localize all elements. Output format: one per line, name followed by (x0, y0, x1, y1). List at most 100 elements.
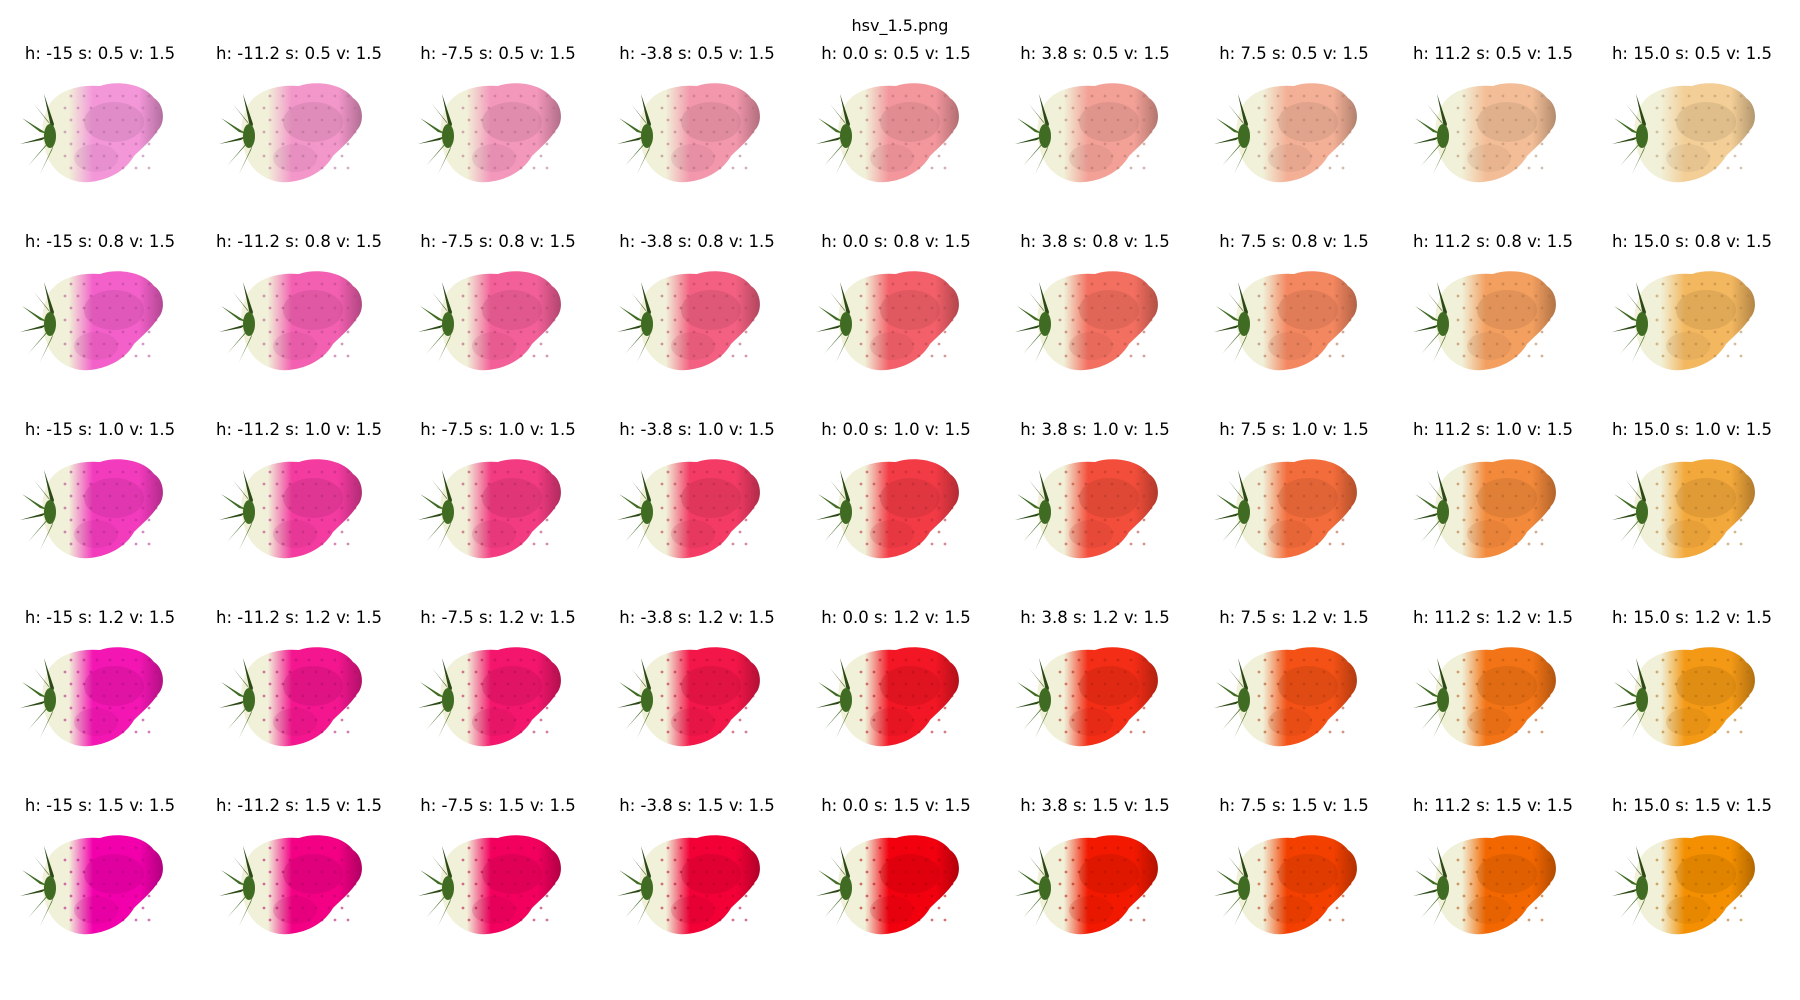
strawberry-image (219, 459, 362, 559)
strawberry-image (1413, 83, 1556, 183)
cell-label: h: -15 s: 1.5 v: 1.5 (24, 796, 176, 815)
hsv-variant-cell: h: -3.8 s: 1.0 v: 1.5 (597, 420, 797, 608)
strawberry-image (1612, 459, 1755, 559)
hsv-variant-cell: h: 0.0 s: 0.5 v: 1.5 (796, 44, 996, 232)
strawberry-image (1612, 271, 1755, 371)
cell-label: h: -15 s: 0.5 v: 1.5 (24, 44, 176, 63)
hsv-variant-cell: h: 15.0 s: 1.0 v: 1.5 (1592, 420, 1792, 608)
hsv-variant-cell: h: 15.0 s: 0.5 v: 1.5 (1592, 44, 1792, 232)
cell-label: h: 11.2 s: 0.5 v: 1.5 (1412, 44, 1574, 63)
hsv-variant-cell: h: -11.2 s: 1.2 v: 1.5 (199, 608, 399, 796)
strawberry-image (617, 271, 760, 371)
hsv-variant-cell: h: 3.8 s: 1.5 v: 1.5 (995, 796, 1195, 984)
cell-label: h: -7.5 s: 1.0 v: 1.5 (420, 420, 576, 439)
cell-label: h: 3.8 s: 0.5 v: 1.5 (1020, 44, 1170, 63)
strawberry-image (816, 83, 959, 183)
strawberry-image (1612, 647, 1755, 747)
strawberry-image (219, 835, 362, 935)
hsv-variant-cell: h: 3.8 s: 1.2 v: 1.5 (995, 608, 1195, 796)
strawberry-image (1413, 647, 1556, 747)
hsv-variant-cell: h: 15.0 s: 1.2 v: 1.5 (1592, 608, 1792, 796)
hsv-variant-cell: h: 3.8 s: 0.5 v: 1.5 (995, 44, 1195, 232)
strawberry-image (20, 647, 163, 747)
strawberry-image (418, 271, 561, 371)
cell-label: h: -15 s: 1.0 v: 1.5 (24, 420, 176, 439)
cell-label: h: -3.8 s: 0.5 v: 1.5 (619, 44, 775, 63)
cell-label: h: 7.5 s: 1.0 v: 1.5 (1219, 420, 1369, 439)
strawberry-image (418, 647, 561, 747)
hsv-variant-cell: h: 15.0 s: 1.5 v: 1.5 (1592, 796, 1792, 984)
cell-label: h: 15.0 s: 1.5 v: 1.5 (1611, 796, 1773, 815)
strawberry-image (418, 835, 561, 935)
strawberry-image (418, 83, 561, 183)
hsv-variant-cell: h: 7.5 s: 1.0 v: 1.5 (1194, 420, 1394, 608)
strawberry-image (1015, 647, 1158, 747)
strawberry-image (20, 459, 163, 559)
cell-label: h: -7.5 s: 1.5 v: 1.5 (420, 796, 576, 815)
cell-label: h: 0.0 s: 0.5 v: 1.5 (821, 44, 971, 63)
hsv-variant-cell: h: 15.0 s: 0.8 v: 1.5 (1592, 232, 1792, 420)
cell-label: h: -11.2 s: 1.5 v: 1.5 (216, 796, 382, 815)
cell-label: h: -15 s: 0.8 v: 1.5 (24, 232, 176, 251)
hsv-variant-cell: h: -11.2 s: 0.5 v: 1.5 (199, 44, 399, 232)
hsv-variant-cell: h: -7.5 s: 0.8 v: 1.5 (398, 232, 598, 420)
strawberry-image (816, 459, 959, 559)
cell-label: h: -11.2 s: 0.8 v: 1.5 (216, 232, 382, 251)
cell-label: h: -11.2 s: 1.2 v: 1.5 (216, 608, 382, 627)
cell-label: h: -15 s: 1.2 v: 1.5 (24, 608, 176, 627)
hsv-variant-cell: h: -7.5 s: 1.5 v: 1.5 (398, 796, 598, 984)
hsv-variant-cell: h: -15 s: 1.5 v: 1.5 (0, 796, 200, 984)
hsv-variant-cell: h: -15 s: 0.5 v: 1.5 (0, 44, 200, 232)
strawberry-image (617, 647, 760, 747)
cell-label: h: -3.8 s: 0.8 v: 1.5 (619, 232, 775, 251)
cell-label: h: 7.5 s: 0.5 v: 1.5 (1219, 44, 1369, 63)
hsv-variant-cell: h: -11.2 s: 0.8 v: 1.5 (199, 232, 399, 420)
hsv-variant-cell: h: -3.8 s: 0.5 v: 1.5 (597, 44, 797, 232)
cell-label: h: -7.5 s: 0.5 v: 1.5 (420, 44, 576, 63)
cell-label: h: 15.0 s: 0.5 v: 1.5 (1611, 44, 1773, 63)
cell-label: h: 0.0 s: 1.0 v: 1.5 (821, 420, 971, 439)
hsv-variant-cell: h: 0.0 s: 1.5 v: 1.5 (796, 796, 996, 984)
strawberry-image (617, 83, 760, 183)
strawberry-image (1015, 271, 1158, 371)
cell-label: h: 3.8 s: 0.8 v: 1.5 (1020, 232, 1170, 251)
cell-label: h: 15.0 s: 0.8 v: 1.5 (1611, 232, 1773, 251)
hsv-variant-cell: h: -11.2 s: 1.0 v: 1.5 (199, 420, 399, 608)
strawberry-image (219, 647, 362, 747)
strawberry-image (617, 835, 760, 935)
strawberry-image (1214, 83, 1357, 183)
cell-label: h: 3.8 s: 1.0 v: 1.5 (1020, 420, 1170, 439)
strawberry-image (1015, 835, 1158, 935)
hsv-variant-cell: h: 7.5 s: 0.8 v: 1.5 (1194, 232, 1394, 420)
cell-label: h: 11.2 s: 1.5 v: 1.5 (1412, 796, 1574, 815)
hsv-variant-cell: h: 7.5 s: 1.2 v: 1.5 (1194, 608, 1394, 796)
hsv-variant-cell: h: -3.8 s: 1.2 v: 1.5 (597, 608, 797, 796)
cell-label: h: 15.0 s: 1.2 v: 1.5 (1611, 608, 1773, 627)
cell-label: h: 15.0 s: 1.0 v: 1.5 (1611, 420, 1773, 439)
hsv-variant-cell: h: 11.2 s: 0.8 v: 1.5 (1393, 232, 1593, 420)
hsv-variant-cell: h: -7.5 s: 1.0 v: 1.5 (398, 420, 598, 608)
hsv-variant-cell: h: -15 s: 1.2 v: 1.5 (0, 608, 200, 796)
cell-label: h: 11.2 s: 0.8 v: 1.5 (1412, 232, 1574, 251)
cell-label: h: 7.5 s: 1.2 v: 1.5 (1219, 608, 1369, 627)
strawberry-image (219, 83, 362, 183)
strawberry-image (418, 459, 561, 559)
cell-label: h: -3.8 s: 1.2 v: 1.5 (619, 608, 775, 627)
cell-label: h: 3.8 s: 1.5 v: 1.5 (1020, 796, 1170, 815)
cell-label: h: -7.5 s: 0.8 v: 1.5 (420, 232, 576, 251)
hsv-variant-cell: h: 7.5 s: 0.5 v: 1.5 (1194, 44, 1394, 232)
cell-label: h: 0.0 s: 0.8 v: 1.5 (821, 232, 971, 251)
hsv-variant-cell: h: 7.5 s: 1.5 v: 1.5 (1194, 796, 1394, 984)
strawberry-image (20, 835, 163, 935)
hsv-variant-cell: h: 0.0 s: 0.8 v: 1.5 (796, 232, 996, 420)
figure-title: hsv_1.5.png (851, 16, 949, 35)
hsv-variant-cell: h: -15 s: 0.8 v: 1.5 (0, 232, 200, 420)
cell-label: h: 7.5 s: 1.5 v: 1.5 (1219, 796, 1369, 815)
strawberry-image (1214, 647, 1357, 747)
cell-label: h: -11.2 s: 1.0 v: 1.5 (216, 420, 382, 439)
hsv-variant-cell: h: 11.2 s: 1.2 v: 1.5 (1393, 608, 1593, 796)
hsv-variant-cell: h: -7.5 s: 0.5 v: 1.5 (398, 44, 598, 232)
hsv-variant-cell: h: 0.0 s: 1.0 v: 1.5 (796, 420, 996, 608)
cell-label: h: -7.5 s: 1.2 v: 1.5 (420, 608, 576, 627)
